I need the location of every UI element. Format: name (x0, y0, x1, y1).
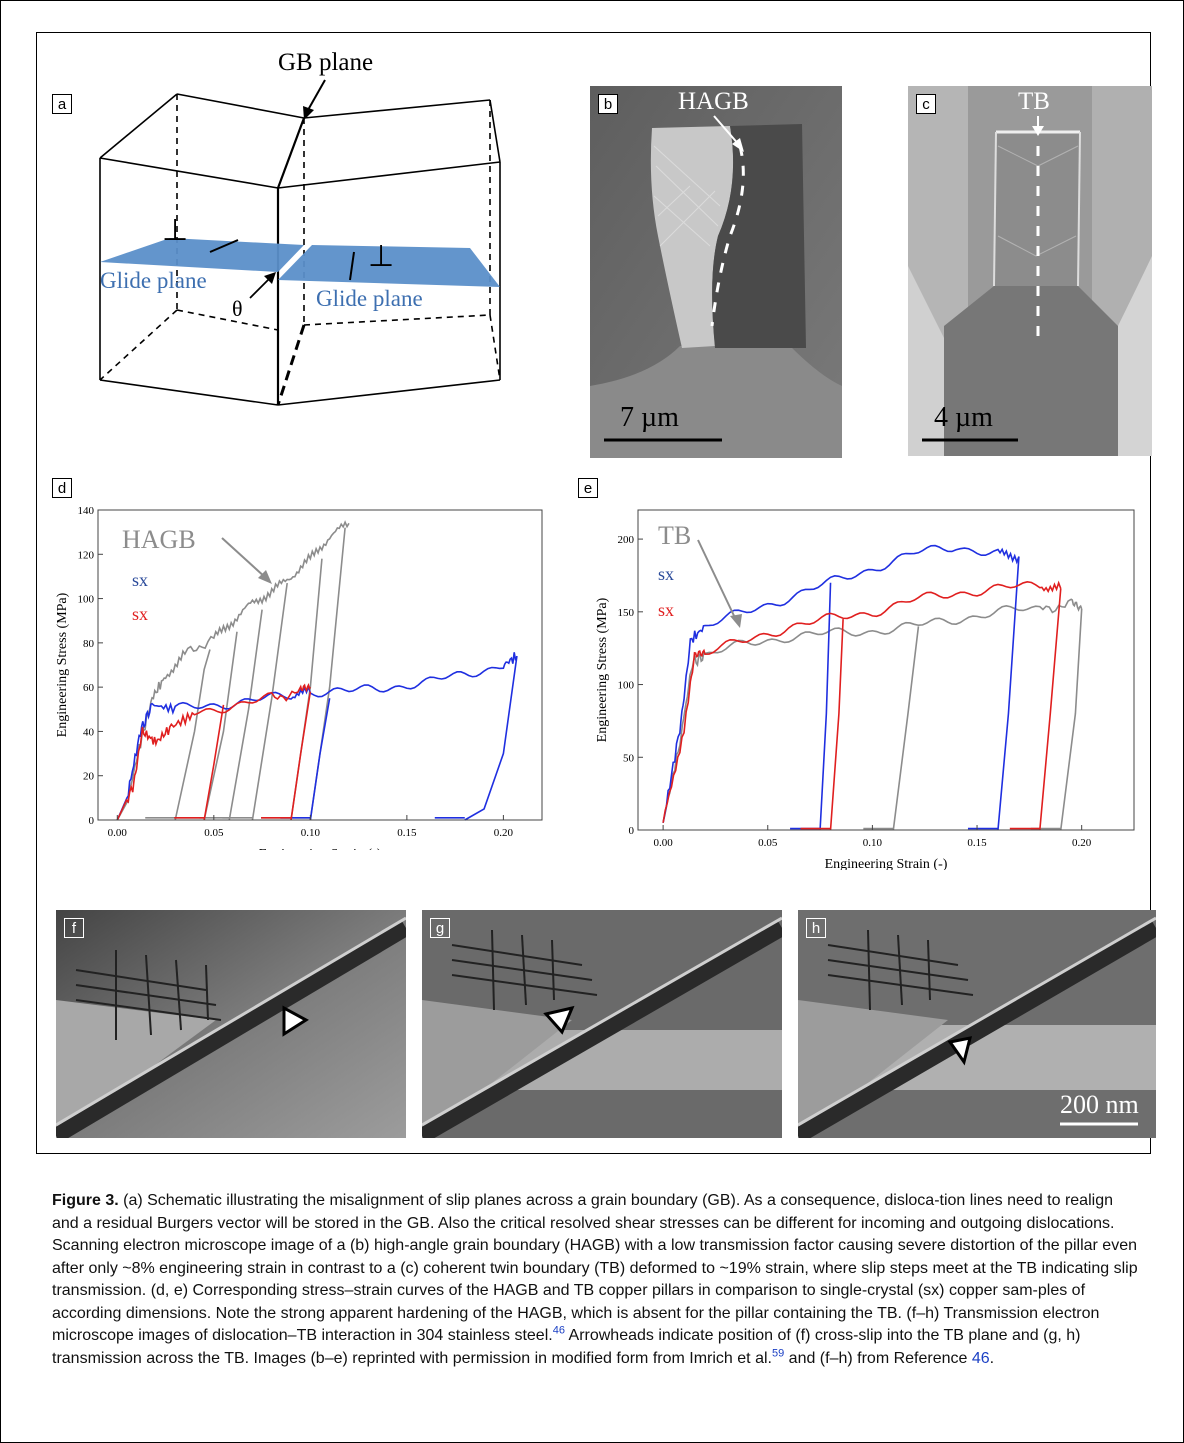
series-unload-0-1 (203, 631, 238, 821)
x-tick-label: 0.15 (967, 837, 987, 849)
series-unload-2-0 (203, 704, 225, 821)
series-unload-0-0 (174, 649, 211, 821)
panel-label-c: c (916, 94, 936, 114)
chart-d: 0.00 0.05 0.10 0.15 0.20 0 20 40 60 80 100 120 140 En… (55, 505, 543, 850)
series-unload-1-0 (309, 698, 331, 821)
y-tick-label: 40 (83, 726, 95, 738)
legend-hagb: HAGB (122, 525, 196, 554)
legend-sx2: sx (132, 604, 148, 624)
glide-plane-right-label: Glide plane (316, 286, 423, 311)
caption-part4: . (989, 1349, 995, 1367)
y-tick-label: 20 (83, 771, 95, 783)
dislocation-symbol-right: ⊥ (368, 240, 394, 273)
legend-sx1: sx (658, 564, 674, 584)
x-tick-label: 0.10 (863, 837, 883, 849)
y-tick-label: 100 (78, 594, 95, 606)
series-unload-2-1 (290, 691, 312, 821)
sem-image-b: HAGB 7 µm (590, 86, 842, 458)
sem-image-c: TB 4 µm (908, 86, 1152, 456)
gb-plane-label: GB plane (278, 49, 373, 76)
tem-image-f (56, 910, 406, 1138)
panel-label-b: b (598, 94, 618, 114)
panel-label-f: f (64, 918, 84, 938)
caption-label: Figure 3. (52, 1192, 119, 1209)
x-tick-label: 0.20 (1072, 837, 1092, 849)
plot-frame (97, 509, 543, 821)
panel-label-a: a (52, 94, 72, 114)
series-line-2 (116, 683, 312, 821)
tb-arrow (697, 539, 737, 621)
chart-e: 0.00 0.05 0.10 0.15 0.20 0 50 100 150 200 Engineer… (595, 509, 1135, 870)
series-line-2 (662, 580, 1062, 823)
y-tick-label: 200 (618, 534, 635, 546)
series-line-0 (662, 598, 1083, 823)
x-tick-label: 0.20 (494, 827, 514, 839)
series-unload-2-1 (1039, 588, 1062, 831)
hagb-arrowhead (258, 570, 272, 584)
scale-label-c: 4 µm (934, 402, 993, 433)
panel-label-h: h (806, 918, 826, 938)
x-tick-label: 0.00 (653, 837, 673, 849)
tem-scale-label: 200 nm (1060, 1090, 1139, 1119)
series-unload-0-3 (251, 582, 288, 821)
figure-caption: Figure 3. (a) Schematic illustrating the… (52, 1190, 1142, 1370)
glide-plane-right (278, 245, 500, 287)
y-axis-label: Engineering Stress (MPa) (55, 592, 70, 737)
plot-frame (637, 509, 1135, 831)
panel-label-d: d (52, 478, 72, 498)
series-unload-0-1 (1059, 608, 1083, 831)
y-tick-label: 120 (78, 549, 95, 561)
schematic-panel-a: ⊥ ⊥ GB plane Glide plane Glide plane θ (99, 49, 501, 406)
y-tick-label: 0 (629, 825, 635, 837)
theta-label: θ (232, 296, 243, 321)
glide-plane-left (100, 238, 304, 272)
series-unload-1-1 (464, 656, 518, 821)
y-axis-label: Engineering Stress (MPa) (595, 597, 610, 742)
legend-tb: TB (658, 521, 691, 550)
x-tick-label: 0.15 (397, 827, 417, 839)
legend-sx2: sx (658, 600, 674, 620)
x-tick-label: 0.00 (108, 827, 128, 839)
glide-plane-left-label: Glide plane (100, 268, 207, 293)
y-tick-label: 0 (89, 815, 95, 827)
tb-arrowhead (730, 614, 742, 628)
panel-label-g: g (430, 918, 450, 938)
dislocation-symbol-left: ⊥ (162, 214, 188, 247)
series-unload-0-0 (892, 626, 920, 831)
figure-frame (36, 32, 1151, 1154)
tb-label-c: TB (1018, 88, 1050, 115)
caption-part3: and (f–h) from Reference (784, 1349, 972, 1367)
caption-ref-2[interactable]: 59 (771, 1347, 785, 1360)
x-tick-label: 0.10 (301, 827, 321, 839)
x-axis-label: Engineering Strain (-) (825, 857, 948, 870)
series-unload-0-5 (309, 527, 346, 821)
hagb-arrow (221, 537, 267, 579)
caption-ref-1[interactable]: 46 (552, 1324, 565, 1337)
series-unload-1-1 (997, 556, 1020, 831)
x-tick-label: 0.05 (204, 827, 224, 839)
scale-label-b: 7 µm (620, 402, 679, 433)
y-tick-label: 50 (623, 752, 635, 764)
x-axis-label: Engineering Strain (-) (259, 847, 382, 850)
series-line-1 (116, 652, 518, 821)
y-tick-label: 60 (83, 682, 95, 694)
tem-image-h: 200 nm (798, 910, 1156, 1138)
caption-ref-3[interactable]: 46 (971, 1349, 990, 1367)
hagb-label-b: HAGB (678, 88, 749, 115)
y-tick-label: 100 (618, 680, 635, 692)
x-tick-label: 0.05 (758, 837, 778, 849)
panel-label-e: e (578, 478, 598, 498)
y-tick-label: 80 (83, 638, 95, 650)
caption-part2: Arrowheads indicate position of (f) cros… (52, 1327, 1081, 1367)
series-line-1 (662, 544, 1020, 823)
y-tick-label: 140 (78, 505, 95, 517)
tem-image-g (422, 910, 782, 1138)
y-tick-label: 150 (618, 607, 635, 619)
series-unload-2-0 (829, 619, 844, 831)
legend-sx1: sx (132, 570, 148, 590)
series-line-0 (116, 520, 350, 821)
caption-part1: (a) Schematic illustrating the misalignm… (52, 1192, 1138, 1344)
series-unload-1-0 (819, 582, 832, 831)
series-unload-0-2 (228, 609, 263, 821)
